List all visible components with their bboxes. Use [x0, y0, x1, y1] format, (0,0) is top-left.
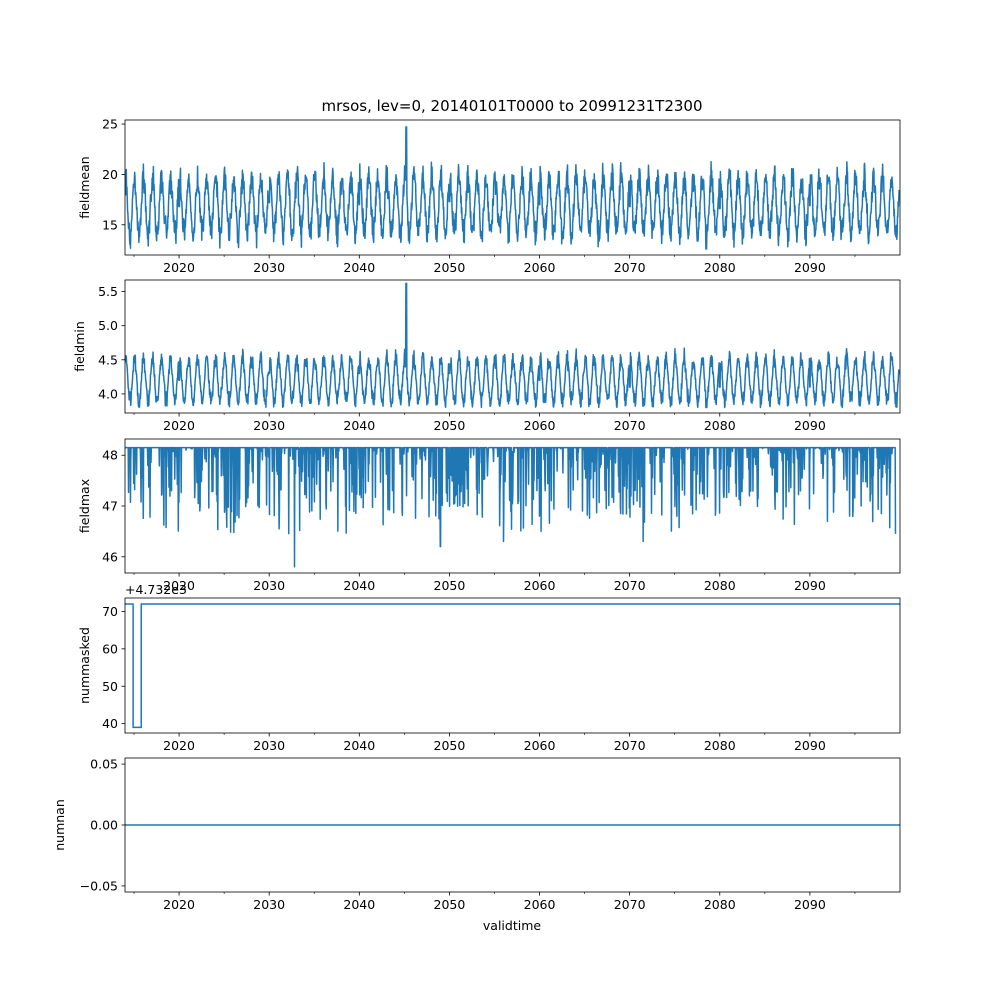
x-axis-label: validtime — [483, 918, 541, 933]
x-tick-label: 2070 — [614, 418, 646, 433]
x-tick-label: 2060 — [524, 897, 556, 912]
y-tick-label-numnan: 0.00 — [90, 818, 118, 833]
y-tick-label-numnan: −0.05 — [80, 878, 118, 893]
x-tick-label: 2050 — [434, 738, 466, 753]
series-line-fieldmean — [125, 126, 900, 250]
x-tick-label: 2080 — [704, 897, 736, 912]
y-tick-label-fieldmax: 46 — [102, 549, 118, 564]
y-tick-label-numnan: 0.05 — [90, 757, 118, 772]
y-tick-label-fieldmean: 15 — [102, 217, 118, 232]
x-tick-label: 2030 — [253, 260, 285, 275]
x-tick-label: 2030 — [253, 578, 285, 593]
x-tick-label: 2090 — [794, 738, 826, 753]
y-tick-label-nummasked: 50 — [102, 679, 118, 694]
y-axis-label-fieldmean: fieldmean — [77, 156, 92, 218]
y-axis-label-fieldmax: fieldmax — [77, 479, 92, 533]
x-tick-label: 2090 — [794, 260, 826, 275]
y-tick-label-fieldmean: 20 — [102, 167, 118, 182]
y-offset-label: +4.732e3 — [125, 582, 187, 597]
x-tick-label: 2080 — [704, 418, 736, 433]
figure-title: mrsos, lev=0, 20140101T0000 to 20991231T… — [321, 97, 702, 115]
series-line-nummasked — [125, 603, 900, 729]
x-tick-label: 2050 — [434, 578, 466, 593]
panel-fieldmax: 46 47 48 2020 2030 2040 2050 2060 2070 2080 2090 fi… — [77, 438, 901, 593]
panels: 15 20 25 2020 2030 2040 2050 2060 2070 2080 2090 fi… — [52, 117, 901, 912]
x-tick-label: 2040 — [343, 578, 375, 593]
x-tick-label: 2020 — [163, 738, 195, 753]
x-tick-label: 2090 — [794, 418, 826, 433]
axes-frame-fieldmin — [124, 279, 901, 414]
y-tick-label-nummasked: 40 — [102, 716, 118, 731]
y-axis-label-numnan: numnan — [52, 799, 67, 851]
x-tick-label: 2090 — [794, 897, 826, 912]
y-tick-label-nummasked: 60 — [102, 641, 118, 656]
x-tick-label: 2070 — [614, 738, 646, 753]
panel-fieldmean: 15 20 25 2020 2030 2040 2050 2060 2070 2080 2090 fi… — [77, 117, 901, 275]
x-tick-label: 2070 — [614, 897, 646, 912]
x-tick-label: 2070 — [614, 260, 646, 275]
axes-frame-fieldmean — [124, 119, 901, 256]
axes-frame-nummasked — [124, 597, 901, 734]
y-tick-label-fieldmax: 48 — [102, 448, 118, 463]
x-tick-label: 2070 — [614, 578, 646, 593]
x-tick-label: 2060 — [524, 260, 556, 275]
x-tick-label: 2080 — [704, 738, 736, 753]
x-tick-label: 2060 — [524, 738, 556, 753]
x-tick-label: 2030 — [253, 418, 285, 433]
x-tick-label: 2020 — [163, 578, 195, 593]
y-tick-label-fieldmin: 5.5 — [98, 284, 118, 299]
y-tick-label-fieldmean: 25 — [102, 117, 118, 132]
y-tick-label-fieldmin: 5.0 — [98, 318, 118, 333]
series-line-fieldmax — [125, 446, 897, 568]
panel-numnan: 0.05 0.00 −0.05 2020 2030 2040 2050 2060 2070 208… — [52, 757, 901, 912]
x-tick-label: 2040 — [343, 260, 375, 275]
x-tick-label: 2040 — [343, 897, 375, 912]
x-tick-label: 2060 — [524, 418, 556, 433]
x-tick-label: 2090 — [794, 578, 826, 593]
x-tick-label: 2030 — [253, 738, 285, 753]
x-tick-label: 2040 — [343, 418, 375, 433]
x-tick-label: 2030 — [253, 897, 285, 912]
x-tick-label: 2050 — [434, 260, 466, 275]
y-tick-label-nummasked: 70 — [102, 604, 118, 619]
x-tick-label: 2060 — [524, 578, 556, 593]
y-tick-label-fieldmax: 47 — [102, 499, 118, 514]
y-tick-label-fieldmin: 4.5 — [98, 352, 118, 367]
x-tick-label: 2020 — [163, 897, 195, 912]
x-tick-label: 2040 — [343, 738, 375, 753]
y-axis-label-fieldmin: fieldmin — [72, 321, 87, 372]
series-line-fieldmin — [125, 282, 900, 409]
x-tick-label: 2050 — [434, 418, 466, 433]
panel-fieldmin: 4.0 4.5 5.0 5.5 2020 2030 2040 2050 2060 2070 2080… — [72, 279, 901, 433]
x-tick-label: 2020 — [163, 418, 195, 433]
x-tick-label: 2020 — [163, 260, 195, 275]
x-tick-label: 2080 — [704, 260, 736, 275]
panel-nummasked: 40 50 60 70 2020 2030 2040 2050 2060 2070 2080 2090… — [77, 582, 901, 753]
x-tick-label: 2050 — [434, 897, 466, 912]
y-axis-label-nummasked: nummasked — [77, 627, 92, 704]
x-tick-label: 2080 — [704, 578, 736, 593]
y-tick-label-fieldmin: 4.0 — [98, 386, 118, 401]
